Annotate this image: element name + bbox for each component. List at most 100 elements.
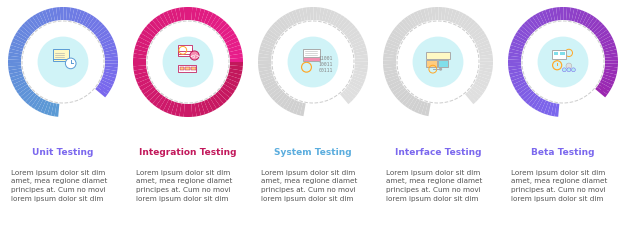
Wedge shape (100, 80, 113, 88)
Wedge shape (399, 92, 411, 103)
Wedge shape (421, 102, 428, 115)
Circle shape (566, 63, 572, 69)
Wedge shape (476, 76, 490, 83)
Text: Lorem ipsum dolor sit dim
amet, mea regione diamet
principes at. Cum no movi
lor: Lorem ipsum dolor sit dim amet, mea regi… (11, 170, 108, 201)
Wedge shape (464, 19, 476, 31)
Wedge shape (441, 7, 446, 20)
Text: Lorem ipsum dolor sit dim
amet, mea regione diamet
principes at. Cum no movi
lor: Lorem ipsum dolor sit dim amet, mea regi… (511, 170, 608, 201)
Wedge shape (383, 53, 396, 58)
Wedge shape (28, 95, 39, 107)
Wedge shape (210, 96, 220, 109)
Wedge shape (352, 44, 366, 51)
Wedge shape (9, 68, 22, 74)
Wedge shape (452, 10, 460, 24)
Wedge shape (523, 91, 534, 102)
Circle shape (65, 58, 76, 69)
Wedge shape (388, 36, 401, 44)
Wedge shape (513, 79, 526, 88)
FancyBboxPatch shape (426, 60, 437, 66)
Wedge shape (339, 19, 351, 31)
Wedge shape (597, 29, 610, 40)
Wedge shape (467, 22, 478, 33)
Text: </>: </> (189, 53, 200, 58)
Wedge shape (198, 8, 205, 22)
Wedge shape (175, 8, 182, 21)
Text: Beta Testing: Beta Testing (531, 148, 595, 157)
Wedge shape (134, 69, 147, 75)
Wedge shape (324, 9, 332, 22)
Wedge shape (574, 9, 582, 22)
Wedge shape (259, 53, 272, 58)
Wedge shape (319, 7, 324, 21)
Wedge shape (535, 13, 545, 26)
Wedge shape (391, 29, 404, 40)
Wedge shape (515, 32, 528, 41)
Wedge shape (475, 37, 488, 45)
Wedge shape (42, 10, 49, 23)
Wedge shape (258, 57, 271, 61)
Wedge shape (229, 49, 242, 55)
Wedge shape (314, 7, 317, 20)
Wedge shape (277, 94, 288, 106)
Wedge shape (449, 9, 457, 22)
Circle shape (439, 68, 442, 71)
Wedge shape (49, 8, 55, 21)
Wedge shape (566, 7, 571, 20)
Wedge shape (595, 27, 607, 37)
Wedge shape (306, 7, 310, 20)
Wedge shape (198, 102, 205, 116)
Wedge shape (95, 87, 108, 97)
Text: Interface Testing: Interface Testing (395, 148, 481, 157)
Wedge shape (580, 11, 588, 25)
Wedge shape (103, 72, 116, 78)
Wedge shape (510, 45, 523, 52)
Wedge shape (340, 92, 351, 104)
Wedge shape (335, 15, 345, 28)
Wedge shape (604, 69, 617, 75)
Wedge shape (85, 15, 95, 27)
Wedge shape (316, 7, 321, 20)
Wedge shape (136, 41, 149, 49)
Wedge shape (603, 72, 617, 78)
Wedge shape (18, 86, 31, 97)
Wedge shape (532, 15, 542, 27)
FancyBboxPatch shape (185, 66, 190, 70)
Wedge shape (524, 21, 535, 33)
Wedge shape (279, 17, 289, 29)
Wedge shape (530, 16, 540, 29)
Wedge shape (418, 101, 425, 114)
Circle shape (147, 21, 229, 103)
Wedge shape (149, 20, 161, 32)
Wedge shape (542, 10, 550, 23)
Wedge shape (510, 74, 523, 81)
Text: System Testing: System Testing (274, 148, 352, 157)
FancyBboxPatch shape (178, 45, 192, 51)
Wedge shape (352, 73, 366, 80)
Wedge shape (260, 72, 273, 79)
Circle shape (272, 21, 354, 103)
Wedge shape (66, 7, 71, 20)
Wedge shape (222, 84, 235, 94)
Wedge shape (141, 84, 154, 94)
Wedge shape (384, 69, 398, 75)
Wedge shape (389, 33, 403, 42)
Wedge shape (458, 13, 467, 26)
Wedge shape (508, 52, 521, 57)
Wedge shape (600, 36, 613, 44)
Wedge shape (386, 43, 399, 50)
Wedge shape (469, 88, 481, 99)
Wedge shape (582, 13, 591, 26)
Wedge shape (538, 11, 547, 24)
FancyBboxPatch shape (180, 66, 184, 70)
Wedge shape (201, 10, 209, 23)
Wedge shape (525, 93, 536, 105)
Wedge shape (9, 45, 23, 52)
Wedge shape (390, 83, 403, 92)
Wedge shape (133, 62, 146, 66)
Wedge shape (89, 19, 100, 31)
Wedge shape (424, 8, 430, 22)
Wedge shape (292, 10, 299, 23)
Wedge shape (104, 69, 117, 75)
Wedge shape (569, 7, 574, 21)
Wedge shape (19, 26, 31, 37)
